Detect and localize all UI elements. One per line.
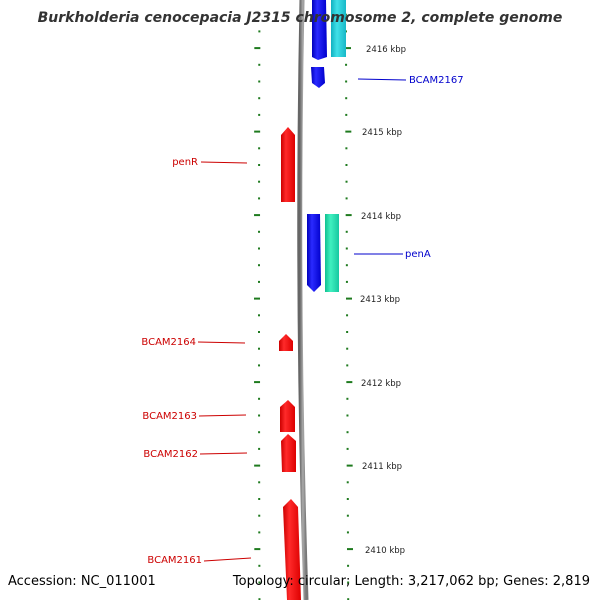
position-labels: 2416 kbp 2415 kbp 2414 kbp 2413 kbp 2412… — [360, 45, 406, 556]
gene-feature-bcam2163 — [280, 400, 295, 432]
gene-label-penr: penR — [172, 157, 198, 168]
gene-label-bcam2164: BCAM2164 — [141, 337, 196, 348]
leader-bcam2167 — [357, 78, 407, 81]
leader-penr — [200, 161, 248, 164]
gene-labels: BCAM2167 penA penR BCAM2164 BCAM2163 BCA… — [141, 75, 463, 566]
kbp-label-2413: 2413 kbp — [360, 295, 400, 305]
accession-label: Accession: NC_011001 — [8, 574, 156, 589]
outer-tick-ruler — [344, 13, 353, 600]
gene-label-pena: penA — [405, 249, 431, 260]
gene-feature-bcam2167 — [311, 67, 325, 88]
leader-bcam2162 — [199, 452, 248, 455]
gene-feature-pena — [307, 214, 321, 292]
genome-summary: Topology: circular; Length: 3,217,062 bp… — [232, 574, 590, 589]
gene-label-leaders — [197, 78, 407, 562]
kbp-label-2410: 2410 kbp — [365, 546, 405, 556]
leader-bcam2163 — [198, 414, 247, 417]
genome-backbone — [297, 0, 309, 600]
gene-feature-penr — [281, 127, 295, 202]
gene-feature-bcam2164 — [279, 334, 293, 351]
gene-feature-bcam2161 — [283, 499, 301, 600]
gene-label-bcam2167: BCAM2167 — [409, 75, 464, 86]
kbp-label-2414: 2414 kbp — [361, 212, 401, 222]
gene-feature-top-blue — [312, 0, 327, 60]
kbp-label-2415: 2415 kbp — [362, 128, 402, 138]
map-title: Burkholderia cenocepacia J2315 chromosom… — [37, 10, 563, 26]
gene-label-bcam2162: BCAM2162 — [143, 449, 198, 460]
gene-feature-bcam2162 — [281, 434, 296, 472]
kbp-label-2412: 2412 kbp — [361, 379, 401, 389]
inner-tick-ruler — [254, 13, 261, 600]
gene-label-bcam2161: BCAM2161 — [147, 555, 202, 566]
leader-bcam2161 — [203, 557, 252, 562]
kbp-label-2411: 2411 kbp — [362, 462, 402, 472]
gene-feature-pena-gene — [325, 214, 339, 292]
kbp-label-2416: 2416 kbp — [366, 45, 406, 55]
gene-label-bcam2163: BCAM2163 — [142, 411, 197, 422]
gene-feature-top-cyan — [331, 0, 346, 57]
leader-bcam2164 — [197, 341, 246, 344]
